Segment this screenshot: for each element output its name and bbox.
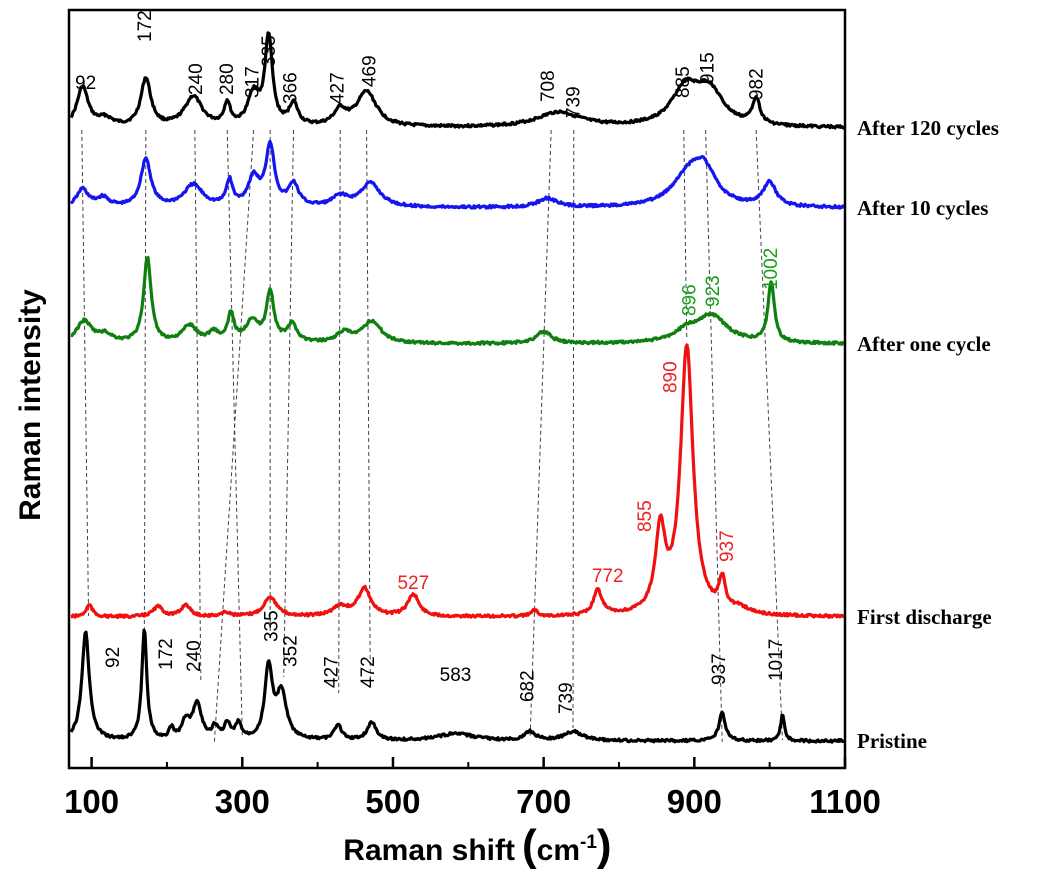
peak-label: 855 [635, 500, 656, 532]
peak-label: 708 [538, 70, 559, 102]
x-axis-unit: (cm-1) [522, 821, 612, 870]
peak-guide-line [338, 129, 341, 694]
y-axis-title: Raman intensity [14, 289, 47, 521]
peak-guide-line [143, 129, 147, 631]
peak-guide-line [213, 129, 255, 743]
peak-label: 240 [186, 63, 207, 95]
x-tick-label: 900 [667, 783, 722, 820]
peak-label: 352 [280, 635, 301, 667]
peak-label: 937 [717, 530, 738, 562]
peak-label: 915 [698, 52, 719, 84]
peak-guide-line [705, 129, 723, 743]
peak-label: 335 [259, 35, 280, 67]
peak-guide-line [366, 129, 371, 691]
x-axis: 100 300 500 700 900 1100 [64, 757, 881, 820]
peak-label: 937 [709, 653, 730, 685]
plot-frame [67, 8, 847, 770]
series-line-first-discharge [70, 343, 846, 619]
peak-label: 982 [747, 68, 768, 100]
x-tick-label: 700 [516, 783, 571, 820]
series-label: After 120 cycles [857, 116, 999, 140]
peak-label: 682 [518, 670, 539, 702]
peak-label: 1017 [766, 639, 787, 681]
peak-label: 280 [217, 63, 238, 95]
x-axis-title: Raman shift [343, 834, 515, 867]
peak-label: 1002 [761, 248, 782, 290]
peak-guide-line [81, 129, 90, 617]
peak-guide-line [226, 129, 243, 736]
x-tick-label: 100 [64, 783, 119, 820]
series-line-after-10-cycles [69, 139, 846, 210]
x-tick-label: 1100 [809, 783, 881, 820]
peak-label: 172 [135, 10, 156, 42]
peak-guide-line [194, 129, 202, 681]
peak-guide-lines [81, 129, 783, 743]
x-tick-label: 300 [215, 783, 270, 820]
series-labels: After 120 cycles After 10 cycles After one… [857, 116, 999, 753]
peak-label: 890 [661, 361, 682, 393]
x-axis-unit-exp: -1 [580, 832, 597, 853]
peak-label: 772 [592, 566, 624, 587]
peak-label: 896 [680, 284, 701, 316]
peak-label: 240 [184, 640, 205, 672]
peak-label: 427 [328, 72, 349, 104]
x-tick-label: 500 [365, 783, 420, 820]
peak-label: 469 [359, 55, 380, 87]
peak-label: 92 [103, 647, 124, 668]
peak-guide-line [283, 129, 295, 678]
series-label: First discharge [857, 605, 992, 629]
peak-label: 739 [556, 682, 577, 714]
series-line-after-one-cycle [70, 256, 845, 346]
series-label: Pristine [857, 729, 927, 753]
series-line-after-120-cycles [69, 31, 845, 130]
peak-label: 583 [440, 665, 472, 686]
peak-guide-line [683, 129, 688, 341]
peak-guide-line [572, 129, 575, 729]
series-line-pristine [69, 628, 845, 744]
peak-guide-line [755, 129, 783, 741]
peak-guide-line [529, 129, 552, 739]
peak-label: 885 [673, 66, 694, 98]
series-label: After one cycle [857, 332, 991, 356]
peak-label: 366 [280, 72, 301, 104]
peak-label: 172 [156, 638, 177, 670]
peak-label: 472 [358, 656, 379, 688]
peak-label: 923 [703, 275, 724, 307]
peak-label: 427 [322, 656, 343, 688]
spectra-traces [69, 31, 846, 744]
peak-label: 335 [261, 610, 282, 642]
x-axis-unit-base: cm [537, 834, 580, 867]
peak-label: 527 [397, 573, 429, 594]
peak-label: 92 [75, 73, 96, 94]
peak-label: 317 [243, 66, 264, 98]
series-label: After 10 cycles [857, 196, 988, 220]
peak-label: 739 [564, 86, 585, 118]
